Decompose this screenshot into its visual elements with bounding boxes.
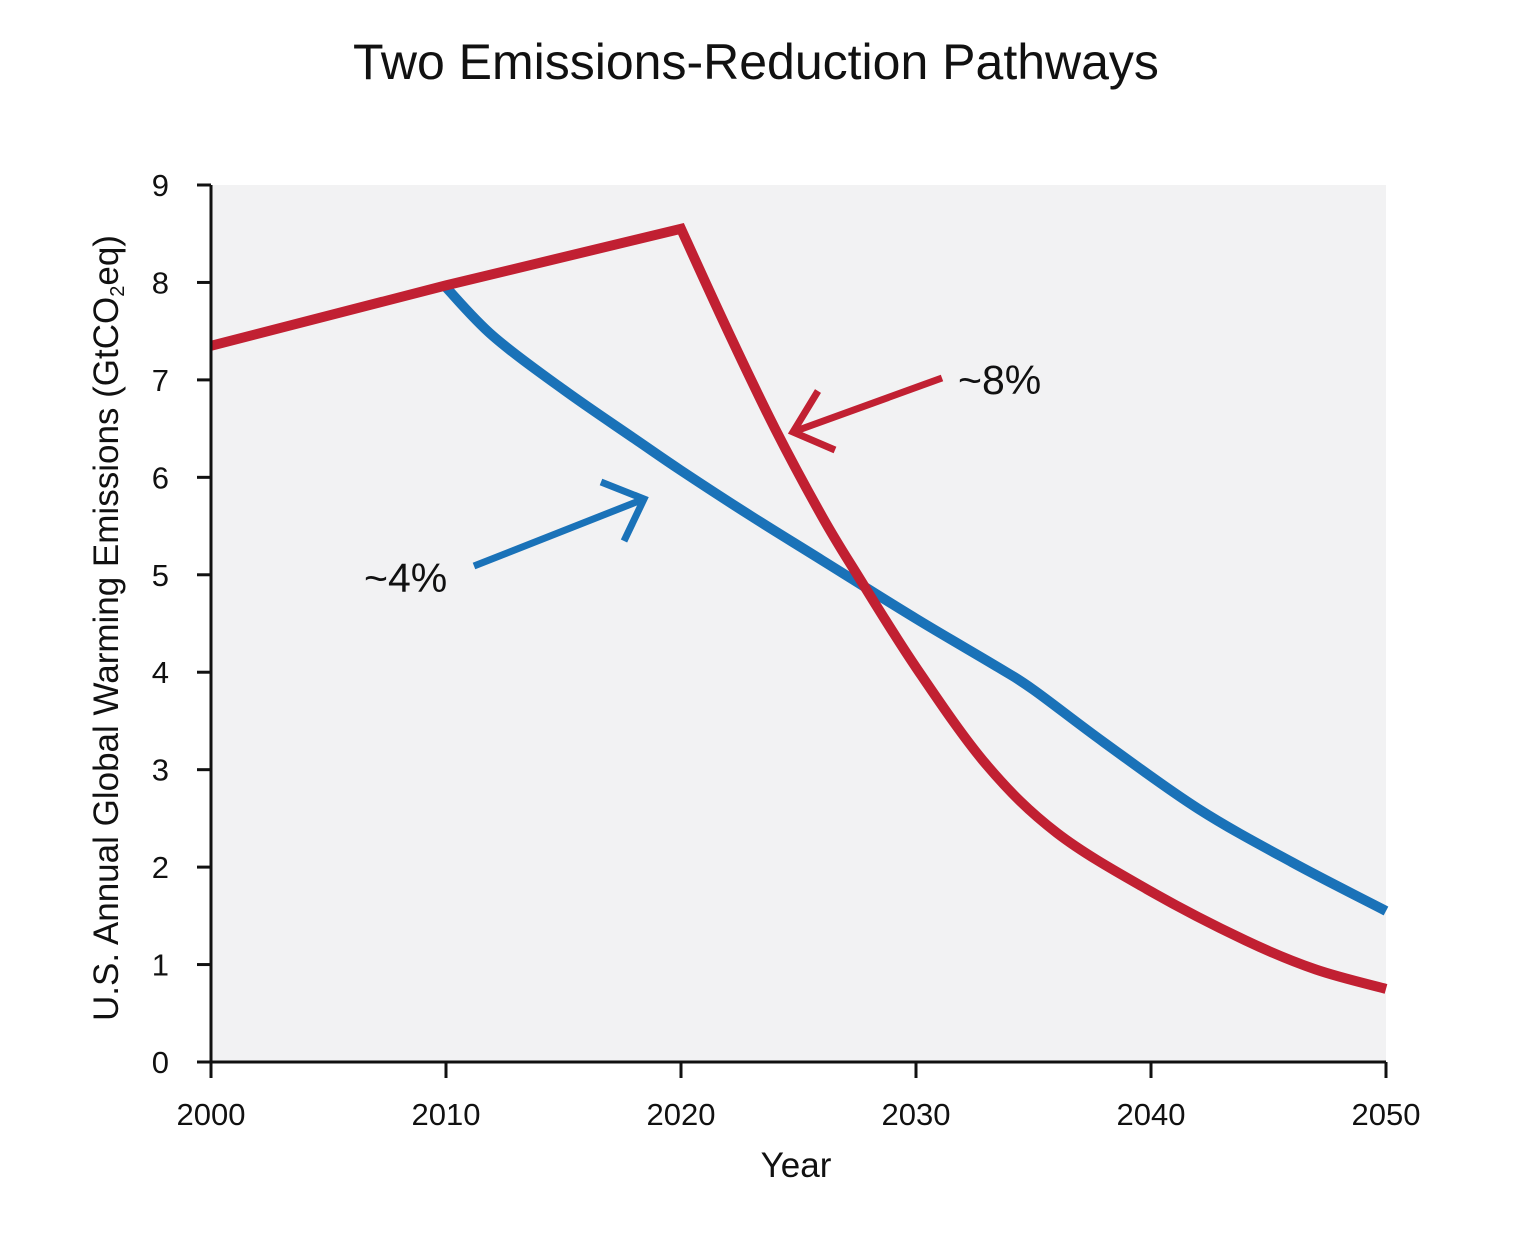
annotation-8-percent-label: ~8% bbox=[958, 357, 1041, 403]
y-tick-label: 3 bbox=[152, 753, 169, 788]
y-axis-title-main: U.S. Annual Global Warming Emissions (Gt… bbox=[87, 297, 126, 1021]
x-tick-label: 2040 bbox=[1117, 1097, 1186, 1132]
annotation-8-percent: ~8% bbox=[787, 357, 1041, 454]
series-line-red bbox=[209, 222, 1388, 994]
x-tick-label: 2030 bbox=[882, 1097, 951, 1132]
y-axis-title: U.S. Annual Global Warming Emissions (Gt… bbox=[87, 235, 129, 1021]
y-tick-label: 5 bbox=[152, 558, 169, 593]
annotation-4-percent: ~4% bbox=[364, 478, 649, 601]
y-tick-label: 4 bbox=[152, 655, 169, 690]
x-tick-label: 2020 bbox=[647, 1097, 716, 1132]
y-tick-label: 1 bbox=[152, 948, 169, 983]
annotation-4-percent-arrow-head bbox=[599, 478, 649, 543]
x-tick-label: 2000 bbox=[177, 1097, 246, 1132]
tick-layer: 0 1 2 3 4 5 6 7 8 9 2000 2010 2020 2030 2040 2050 bbox=[152, 168, 1421, 1132]
y-axis-title-end: eq) bbox=[87, 235, 126, 286]
y-tick-label: 2 bbox=[152, 850, 169, 885]
x-axis-title: Year bbox=[761, 1146, 832, 1185]
series-line-blue bbox=[442, 283, 1389, 916]
x-tick-label: 2050 bbox=[1352, 1097, 1421, 1132]
y-tick-label: 0 bbox=[152, 1045, 169, 1080]
y-tick-label: 8 bbox=[152, 265, 169, 300]
annotation-4-percent-label: ~4% bbox=[364, 555, 447, 601]
annotation-4-percent-arrow-shaft bbox=[472, 495, 646, 570]
y-tick-label: 6 bbox=[152, 460, 169, 495]
y-axis-title-subscript: 2 bbox=[107, 286, 129, 297]
plot-area bbox=[211, 185, 1386, 1062]
chart-title: Two Emissions-Reduction Pathways bbox=[353, 34, 1159, 90]
annotation-8-percent-arrow-head bbox=[787, 389, 837, 454]
y-tick-label: 9 bbox=[152, 168, 169, 203]
y-tick-label: 7 bbox=[152, 363, 169, 398]
x-tick-label: 2010 bbox=[412, 1097, 481, 1132]
series-layer bbox=[209, 222, 1389, 994]
annotation-8-percent-arrow-shaft bbox=[791, 374, 944, 436]
